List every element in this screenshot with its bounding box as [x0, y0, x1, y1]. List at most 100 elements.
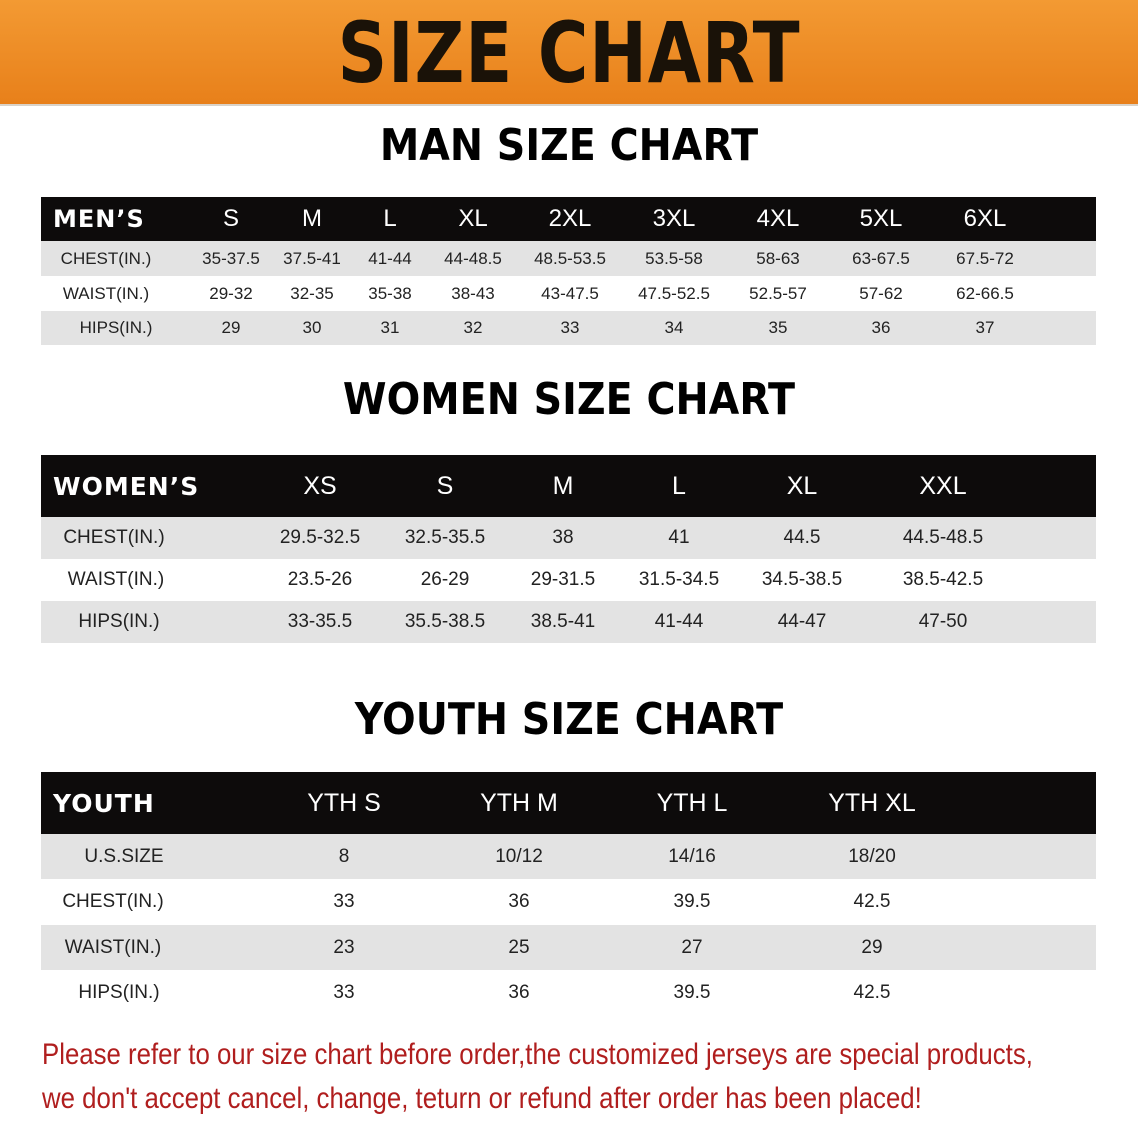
banner-title: SIZE CHART [337, 4, 801, 102]
table-cell: 41-44 [654, 611, 704, 632]
table-cell: 63-67.5 [852, 248, 910, 268]
table-row: WAIST(IN.) 29-32 32-35 35-38 38-43 43-47.5 47.… [41, 276, 1096, 311]
table-cell: 38 [552, 527, 574, 548]
table-cell: 23 [333, 936, 355, 958]
table-cell: 36 [508, 891, 530, 912]
size-column-header: 4XL [756, 205, 800, 232]
banner: SIZE CHART [0, 0, 1138, 106]
size-column-header: 3XL [652, 205, 696, 232]
table-cell: 67.5-72 [956, 248, 1014, 268]
table-cell: 47-50 [918, 611, 968, 632]
table-cell: 62-66.5 [956, 283, 1014, 303]
table-cell: 31 [380, 318, 400, 337]
table-cell: 44-48.5 [444, 248, 502, 268]
row-label: WAIST(IN.) [64, 936, 162, 958]
table-cell: 42.5 [853, 981, 891, 1003]
table-cell: 47.5-52.5 [638, 283, 710, 303]
table-cell: 29 [861, 936, 883, 958]
table-cell: 18/20 [848, 845, 896, 867]
row-label: CHEST(IN.) [62, 891, 164, 912]
row-label: HIPS(IN.) [79, 318, 153, 337]
table-cell: 34.5-38.5 [761, 569, 843, 590]
table-cell: 29-32 [209, 283, 253, 303]
table-cell: 29 [221, 318, 241, 337]
notice-line-2: we don't accept cancel, change, teturn o… [42, 1082, 922, 1115]
size-column-header: S [222, 205, 240, 232]
table-cell: 29-31.5 [530, 569, 596, 590]
size-column-header: XL [786, 471, 818, 500]
row-label: WAIST(IN.) [67, 569, 165, 590]
table-row: CHEST(IN.) 29.5-32.5 32.5-35.5 38 41 44.5 44.5… [41, 517, 1096, 559]
table-cell: 36 [871, 318, 891, 337]
table-cell: 10/12 [495, 845, 543, 867]
table-cell: 8 [338, 845, 350, 867]
women-header-label: WOMEN’S [53, 471, 200, 501]
men-header-label: MEN’S [53, 205, 145, 233]
table-cell: 27 [681, 936, 703, 958]
row-label: HIPS(IN.) [78, 611, 160, 632]
table-cell: 48.5-53.5 [534, 248, 606, 268]
table-cell: 44.5 [783, 527, 821, 548]
table-cell: 26-29 [420, 569, 470, 590]
table-cell: 44-47 [777, 611, 827, 632]
table-cell: 44.5-48.5 [902, 527, 984, 548]
men-section-title: MAN SIZE CHART [379, 120, 759, 171]
table-row: WAIST(IN.) 23 25 27 29 [41, 925, 1096, 970]
size-column-header: YTH L [656, 788, 728, 817]
table-cell: 33 [560, 318, 580, 337]
table-cell: 37 [975, 318, 995, 337]
size-column-header: YTH XL [828, 788, 916, 817]
men-header-row: MEN’S S M L XL 2XL 3XL 4XL 5XL 6XL [41, 197, 1096, 241]
row-label: HIPS(IN.) [78, 981, 160, 1003]
table-cell: 38-43 [451, 283, 495, 303]
table-cell: 30 [302, 318, 322, 337]
table-cell: 39.5 [673, 891, 711, 912]
table-row: HIPS(IN.) 33-35.5 35.5-38.5 38.5-41 41-44 44-… [41, 601, 1096, 643]
size-column-header: 6XL [963, 205, 1007, 232]
size-column-header: S [436, 471, 454, 500]
table-cell: 41-44 [368, 248, 412, 268]
table-row: U.S.SIZE 8 10/12 14/16 18/20 [41, 834, 1096, 879]
youth-header-label: YOUTH [53, 788, 155, 818]
table-cell: 33 [333, 981, 355, 1003]
size-column-header: YTH M [480, 788, 558, 817]
table-cell: 36 [508, 981, 530, 1003]
table-cell: 58-63 [756, 248, 800, 268]
table-cell: 32.5-35.5 [404, 527, 486, 548]
size-column-header: XL [458, 205, 488, 232]
table-cell: 43-47.5 [541, 283, 599, 303]
table-cell: 31.5-34.5 [638, 569, 720, 590]
size-column-header: 2XL [548, 205, 592, 232]
table-cell: 35.5-38.5 [404, 611, 486, 632]
table-cell: 57-62 [859, 283, 903, 303]
table-cell: 53.5-58 [645, 248, 703, 268]
table-cell: 42.5 [853, 891, 891, 912]
row-label: CHEST(IN.) [63, 527, 165, 548]
size-column-header: XXL [919, 471, 967, 500]
women-section-title: WOMEN SIZE CHART [342, 374, 796, 425]
size-column-header: L [383, 205, 397, 232]
table-cell: 35-38 [368, 283, 412, 303]
table-cell: 52.5-57 [749, 283, 807, 303]
youth-header-row: YOUTH YTH S YTH M YTH L YTH XL [41, 772, 1096, 834]
table-cell: 35 [768, 318, 788, 337]
table-cell: 41 [668, 527, 690, 548]
table-cell: 39.5 [673, 981, 711, 1003]
size-column-header: L [672, 471, 686, 500]
women-header-row: WOMEN’S XS S M L XL XXL [41, 455, 1096, 517]
table-row: CHEST(IN.) 33 36 39.5 42.5 [41, 879, 1096, 925]
table-cell: 38.5-42.5 [902, 569, 984, 590]
table-cell: 34 [664, 318, 684, 337]
row-label: CHEST(IN.) [60, 248, 152, 268]
size-column-header: YTH S [307, 788, 381, 817]
table-cell: 29.5-32.5 [279, 527, 361, 548]
table-cell: 14/16 [668, 845, 716, 867]
table-cell: 32 [463, 318, 483, 337]
size-column-header: M [552, 471, 574, 500]
table-cell: 38.5-41 [530, 611, 596, 632]
row-label: U.S.SIZE [84, 845, 164, 867]
size-column-header: M [302, 205, 322, 232]
table-cell: 32-35 [290, 283, 334, 303]
table-cell: 35-37.5 [202, 248, 260, 268]
table-cell: 37.5-41 [283, 248, 341, 268]
